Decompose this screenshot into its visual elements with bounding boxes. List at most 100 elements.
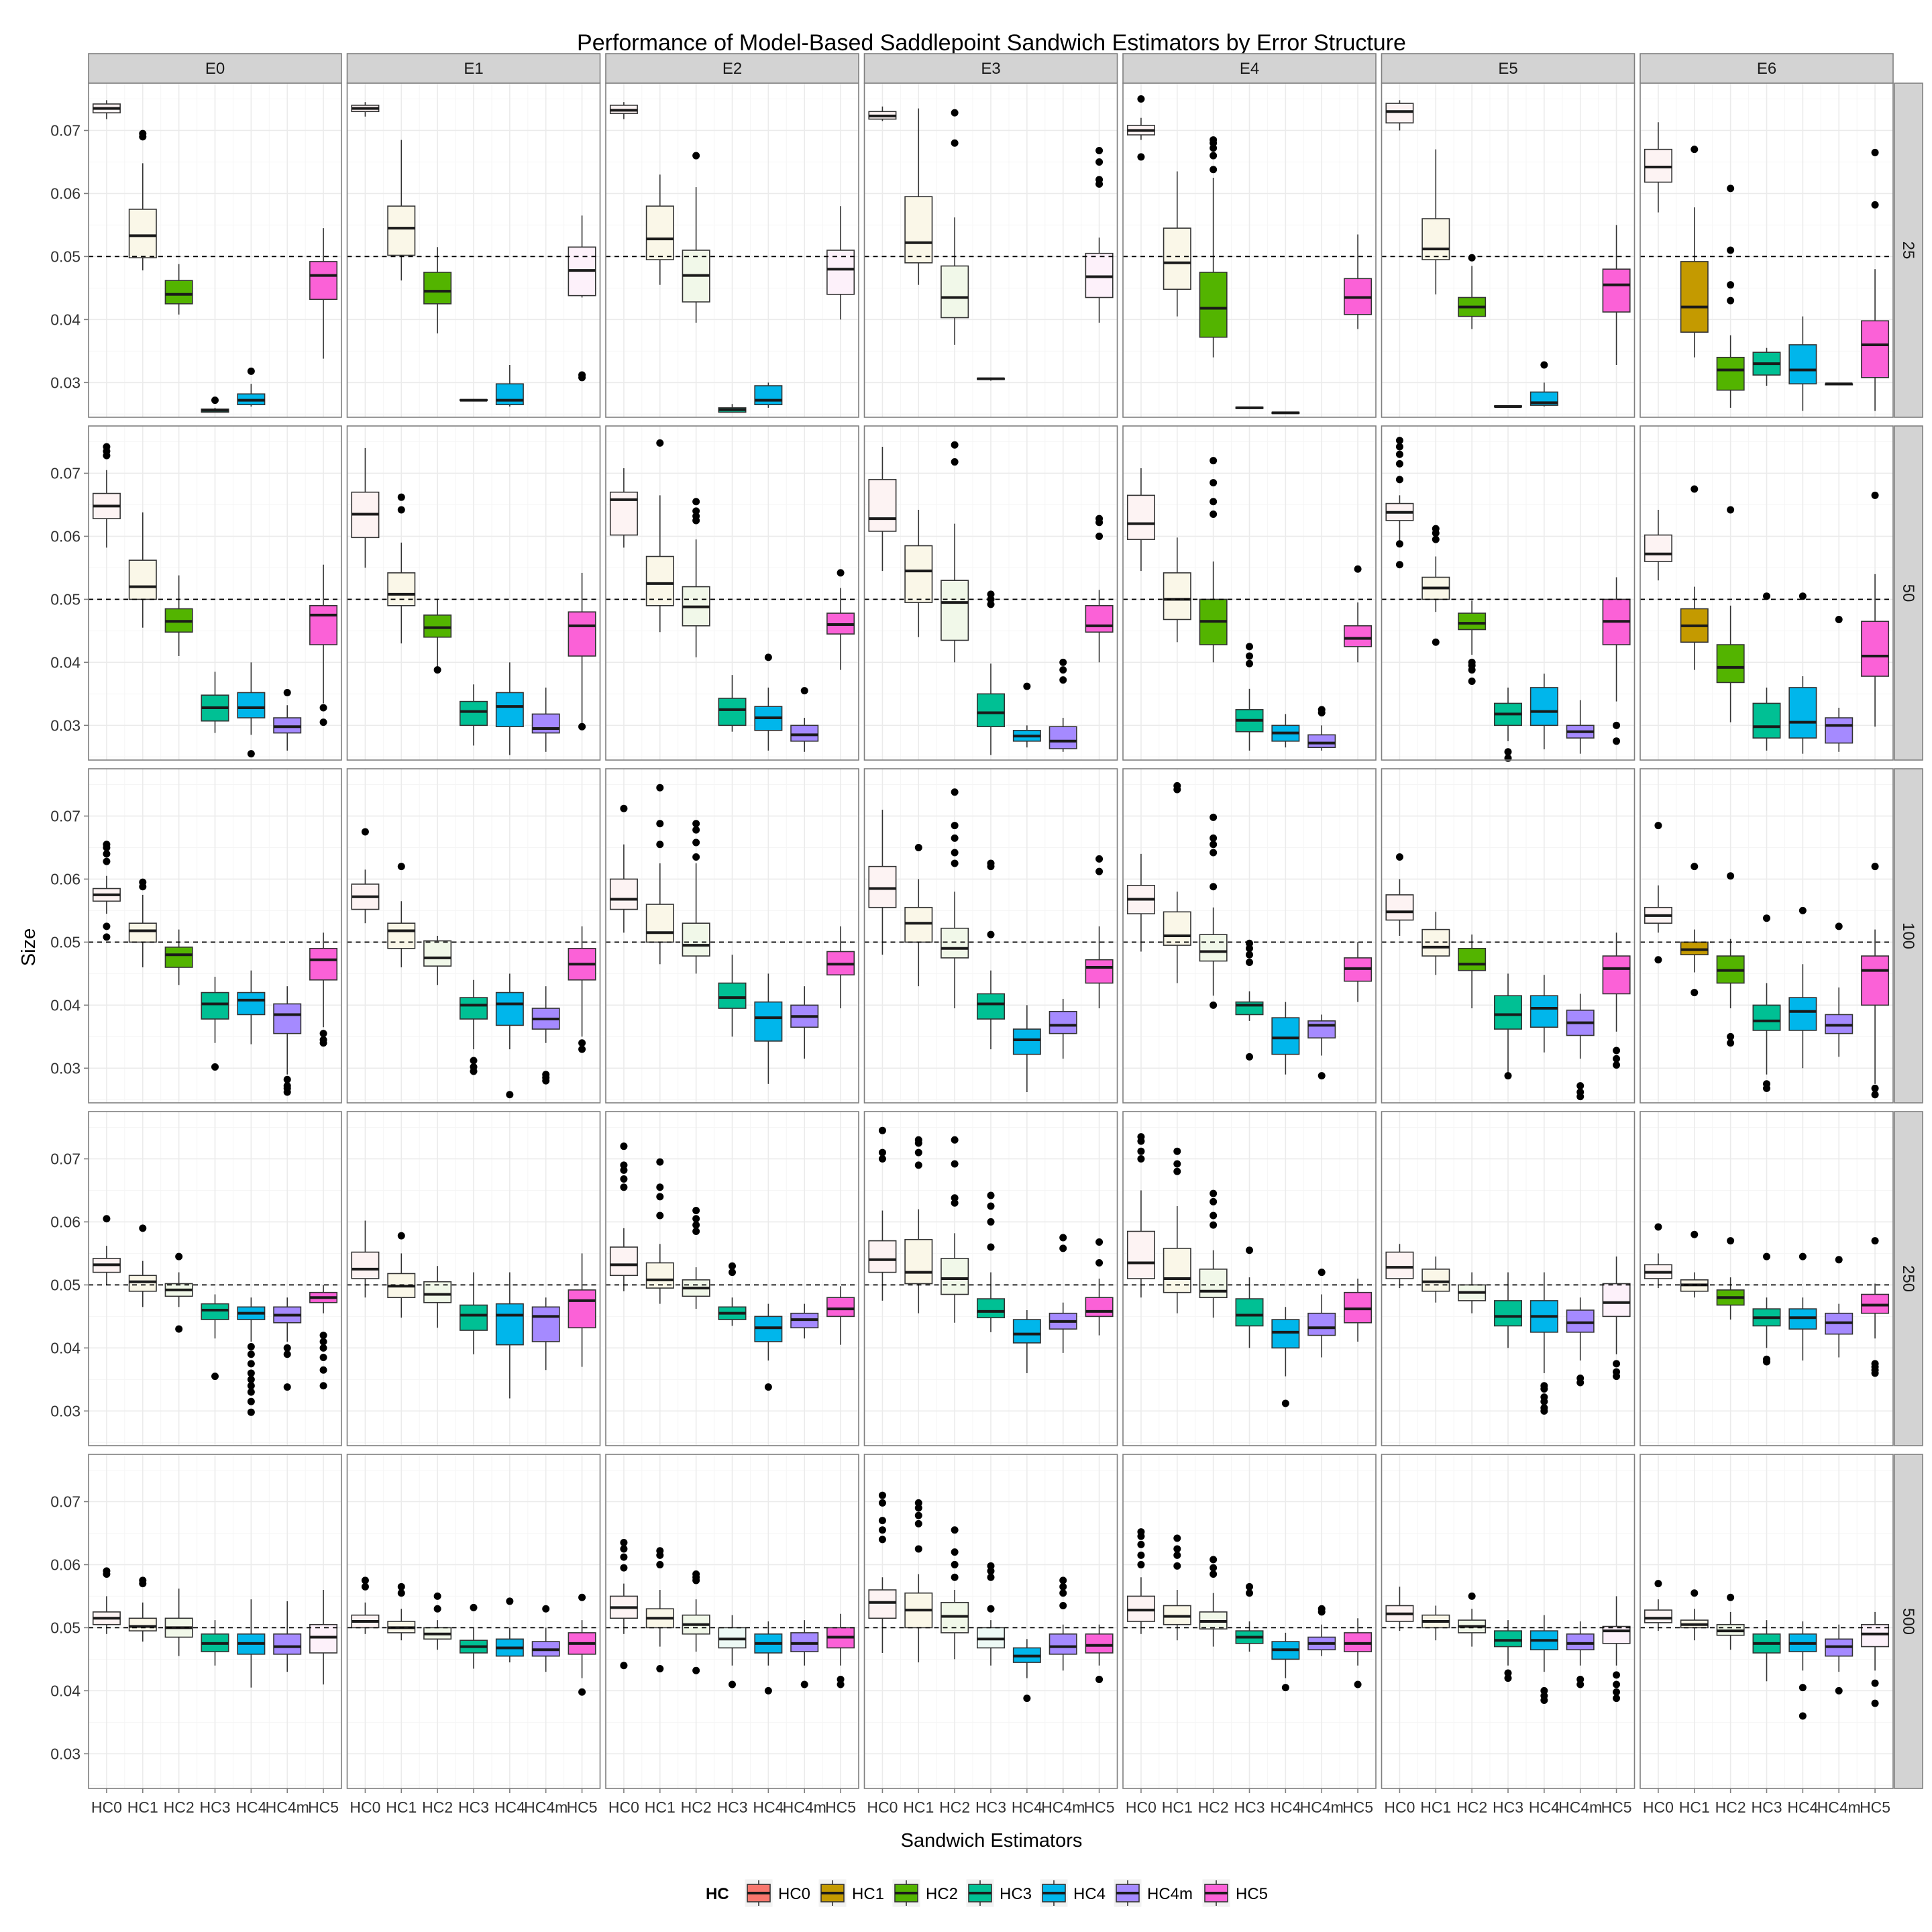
boxplot-HC3 xyxy=(1494,1272,1522,1348)
outlier-point xyxy=(878,1148,886,1157)
boxplot-HC4m xyxy=(1307,1269,1336,1358)
boxplot-HC2 xyxy=(1458,934,1487,1009)
boxplot-HC3 xyxy=(460,684,488,746)
y-axis-title: Size xyxy=(18,928,40,966)
box xyxy=(423,614,452,638)
boxplot-HC1 xyxy=(904,108,933,285)
boxplot-HC4m xyxy=(1825,1256,1854,1358)
box xyxy=(1566,1633,1595,1651)
facet-panel xyxy=(1122,1111,1377,1446)
boxplot-HC0 xyxy=(868,1491,897,1653)
outlier-point xyxy=(987,1243,995,1251)
boxplot-HC4 xyxy=(237,662,266,758)
boxplot-HC0 xyxy=(609,1142,638,1291)
boxplot-HC4m xyxy=(1566,994,1595,1101)
y-tick-label: 0.03 xyxy=(50,1402,80,1419)
x-tick-label: HC4 xyxy=(494,1799,525,1816)
boxplot-HC5 xyxy=(309,228,338,359)
boxplot-HC0 xyxy=(1126,1133,1155,1298)
outlier-point xyxy=(1246,958,1253,966)
outlier-point xyxy=(1318,1605,1326,1613)
row-strip-label: 250 xyxy=(1899,1265,1917,1292)
outlier-point xyxy=(1690,863,1699,871)
outlier-point xyxy=(1137,95,1145,103)
panel-border xyxy=(863,425,1118,761)
panel-border xyxy=(1122,425,1377,761)
box xyxy=(568,611,596,657)
outlier-point xyxy=(951,834,959,842)
box xyxy=(531,1306,560,1342)
boxplot-HC5 xyxy=(1085,855,1114,1009)
outlier-point xyxy=(578,1039,586,1047)
y-tick-label: 0.05 xyxy=(50,1276,80,1293)
outlier-point xyxy=(283,1075,291,1083)
boxplot-HC2 xyxy=(423,599,452,674)
boxplot-HC3 xyxy=(1494,1620,1522,1682)
boxplot-HC4m xyxy=(1049,658,1077,752)
box xyxy=(1644,1609,1672,1623)
outlier-point xyxy=(1576,1088,1585,1096)
box xyxy=(1421,1269,1450,1292)
outlier-point xyxy=(397,493,405,501)
facet-panel xyxy=(863,83,1118,418)
outlier-point xyxy=(1763,914,1770,922)
boxplot-HC4 xyxy=(495,365,524,407)
box xyxy=(1385,1251,1414,1279)
boxplot-HC5 xyxy=(1602,577,1631,745)
panel-border xyxy=(346,83,601,418)
box xyxy=(1126,1230,1155,1279)
outlier-point xyxy=(656,1183,664,1191)
boxplot-HC3 xyxy=(460,979,488,1075)
outlier-point xyxy=(1613,1046,1621,1055)
boxplot-HC4 xyxy=(1529,674,1558,750)
box xyxy=(460,700,488,727)
outlier-point xyxy=(1210,813,1218,821)
box xyxy=(201,1303,229,1320)
outlier-point xyxy=(1095,532,1104,540)
outlier-point xyxy=(692,1207,700,1215)
outlier-point xyxy=(1095,867,1104,875)
outlier-point xyxy=(1210,152,1218,160)
outlier-point xyxy=(319,1036,327,1044)
boxplot-HC5 xyxy=(1602,1596,1631,1703)
boxplot-HC4m xyxy=(790,687,819,752)
outlier-point xyxy=(1095,158,1104,166)
boxplot-HC0 xyxy=(609,1539,638,1670)
facet-panel xyxy=(605,768,859,1104)
outlier-point xyxy=(319,1338,327,1346)
box xyxy=(718,698,747,727)
box xyxy=(826,1297,855,1318)
box xyxy=(460,1304,488,1331)
outlier-point xyxy=(1059,1244,1067,1252)
outlier-point xyxy=(1095,176,1104,184)
panel-border xyxy=(605,1111,859,1446)
outlier-point xyxy=(1137,1540,1145,1548)
outlier-point xyxy=(1690,1230,1699,1238)
outlier-point xyxy=(914,843,922,851)
y-tick-label: 0.07 xyxy=(50,1150,80,1167)
y-tick-label: 0.05 xyxy=(50,590,80,608)
boxplot-HC0 xyxy=(868,447,897,572)
outlier-point xyxy=(578,722,586,731)
outlier-point xyxy=(1654,1580,1662,1588)
boxplot-HC4 xyxy=(1788,592,1817,754)
outlier-point xyxy=(1059,676,1067,684)
boxplot-HC4 xyxy=(1529,361,1558,407)
boxplot-HC5 xyxy=(568,215,596,382)
x-tick-label: HC3 xyxy=(1751,1799,1782,1816)
box xyxy=(1752,1004,1781,1031)
outlier-point xyxy=(1727,1032,1735,1040)
outlier-point xyxy=(319,704,327,712)
boxplot-HC4m xyxy=(1566,700,1595,754)
column-strip-label: E3 xyxy=(981,60,1000,78)
boxplot-HC4m xyxy=(1049,1234,1077,1353)
boxplot-HC4 xyxy=(1271,1632,1300,1692)
outlier-point xyxy=(361,1582,369,1591)
panel-border xyxy=(863,83,1118,418)
boxplot-HC3 xyxy=(1235,1582,1264,1652)
outlier-point xyxy=(1540,1692,1548,1700)
y-tick-label: 0.06 xyxy=(50,527,80,545)
legend-label: HC4m xyxy=(1147,1885,1193,1903)
box xyxy=(868,865,897,908)
outlier-point xyxy=(1576,1680,1585,1688)
